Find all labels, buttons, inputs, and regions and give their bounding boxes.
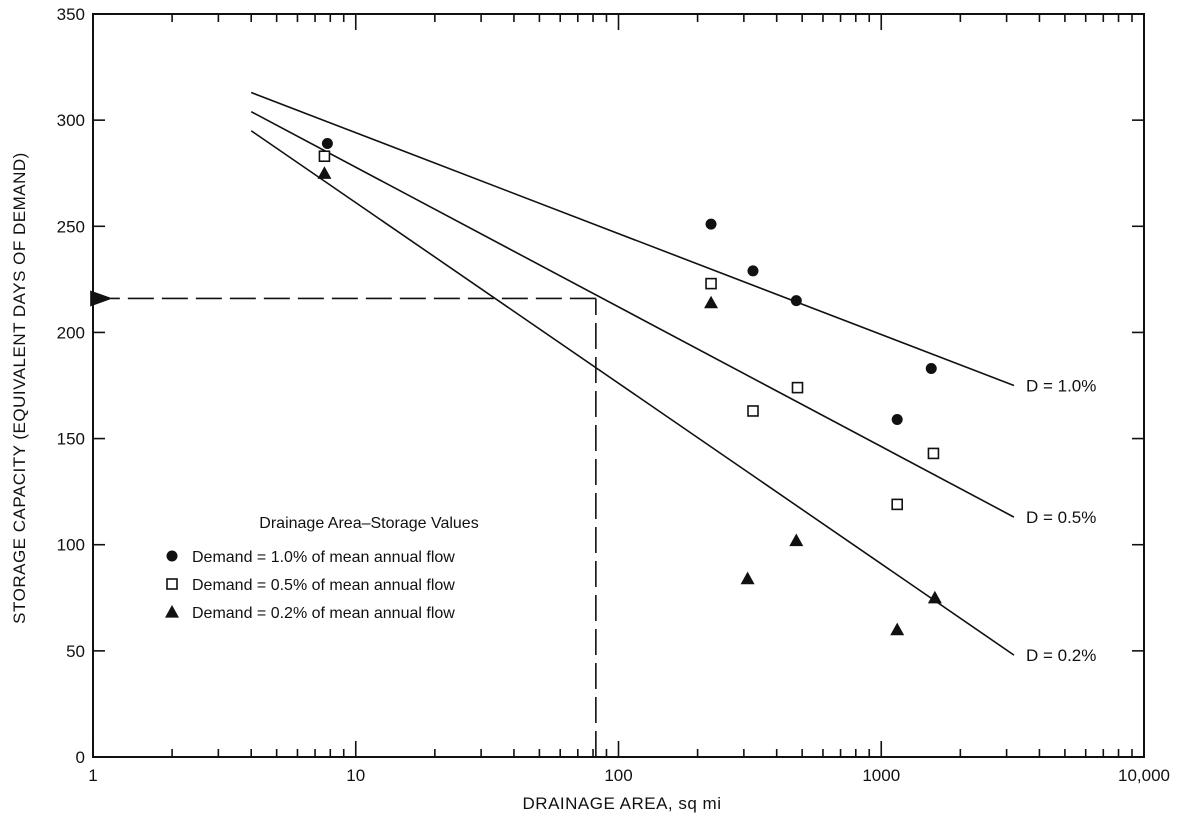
data-point <box>321 137 333 149</box>
x-tick-label: 1000 <box>862 766 900 785</box>
data-point <box>747 265 759 277</box>
legend-entry-label: Demand = 1.0% of mean annual flow <box>192 549 455 566</box>
data-point <box>925 363 937 375</box>
data-point <box>317 166 332 179</box>
legend-entry-label: Demand = 0.2% of mean annual flow <box>192 605 455 622</box>
data-point <box>705 277 717 290</box>
dashed-guide-layer <box>90 290 597 757</box>
plot-frame <box>92 13 1145 758</box>
y-tick-label: 300 <box>57 111 85 130</box>
legend-title: Drainage Area–Storage Values <box>259 515 478 532</box>
axes <box>92 13 1145 758</box>
fit-line-2 <box>250 130 1015 656</box>
y-axis-title: STORAGE CAPACITY (EQUIVALENT DAYS OF DEM… <box>10 152 29 624</box>
x-axis-title: DRAINAGE AREA, sq mi <box>523 794 722 813</box>
data-point <box>891 498 903 511</box>
legend: Drainage Area–Storage Values Demand = 1.0… <box>165 515 479 622</box>
y-tick-label: 50 <box>66 642 85 661</box>
x-tick-label: 10 <box>346 766 365 785</box>
data-point <box>927 447 940 460</box>
y-tick-label: 0 <box>76 748 85 767</box>
fit-line-0 <box>250 91 1015 387</box>
y-tick-label: 100 <box>57 536 85 555</box>
fit-line-label: D = 0.2% <box>1026 646 1096 665</box>
x-tick-label: 1 <box>88 766 97 785</box>
legend-marker <box>166 550 178 562</box>
legend-marker <box>166 578 178 590</box>
fit-lines: D = 1.0% D = 0.5% D = 0.2% <box>250 91 1096 665</box>
data-point <box>890 622 905 636</box>
x-tick-label: 10,000 <box>1118 766 1170 785</box>
legend-entry-label: Demand = 0.5% of mean annual flow <box>192 577 455 594</box>
data-point <box>790 295 802 307</box>
data-point <box>791 381 804 394</box>
fit-line-1 <box>250 110 1015 518</box>
y-tick-label: 350 <box>57 5 85 24</box>
x-tick-label: 100 <box>604 766 632 785</box>
data-point <box>318 150 331 163</box>
y-tick-label: 150 <box>57 430 85 449</box>
data-point <box>704 295 719 309</box>
data-point <box>747 405 759 417</box>
y-tick-label: 250 <box>57 217 85 236</box>
data-point <box>740 571 755 585</box>
data-point <box>705 218 717 230</box>
fit-line-label: D = 0.5% <box>1026 508 1096 527</box>
data-point <box>891 413 903 425</box>
data-point <box>927 590 942 604</box>
fit-line-label: D = 1.0% <box>1026 377 1096 396</box>
data-point <box>789 533 804 547</box>
data-points <box>317 137 942 636</box>
legend-marker <box>165 605 179 618</box>
y-tick-label: 200 <box>57 323 85 342</box>
axis-ticks: 0 50 100 150 200 250 300 350 1 10 100 1000 10,000 <box>57 5 1170 785</box>
